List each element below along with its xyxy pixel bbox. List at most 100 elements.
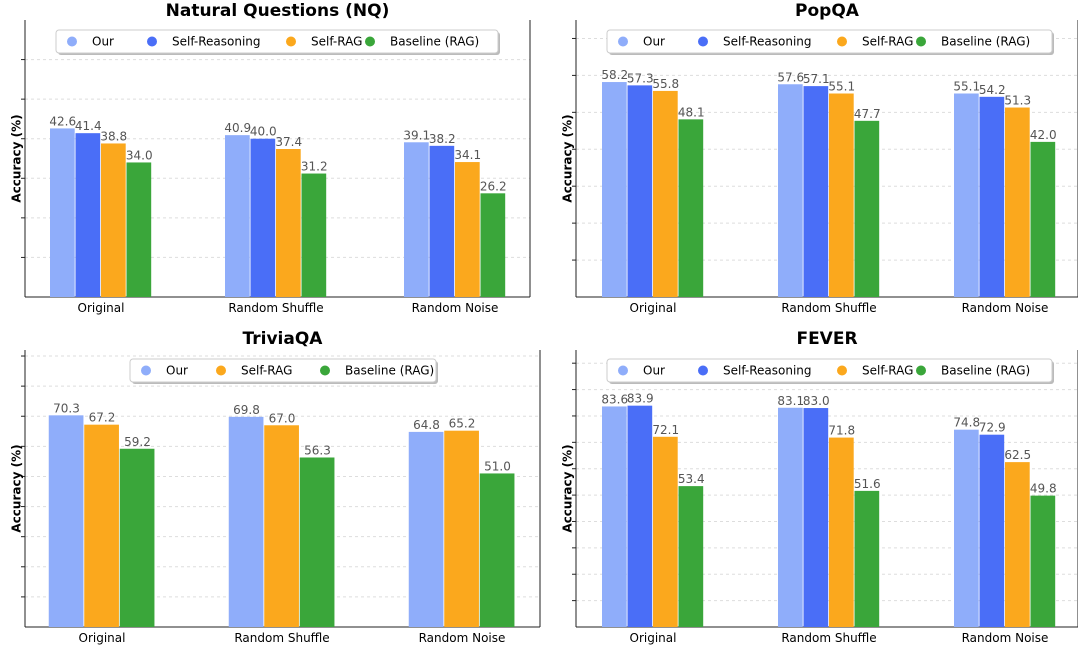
data-label: 83.9	[627, 392, 654, 406]
data-label: 51.3	[1004, 94, 1031, 108]
bar-self-rag	[653, 436, 678, 627]
chart-title: FEVER	[796, 329, 857, 349]
legend-label: Our	[643, 364, 665, 378]
legend: Our Self-Reasoning Self-RAG Baseline (RAG)	[606, 29, 1054, 55]
y-axis-label: Accuracy (%)	[561, 114, 575, 202]
data-label: 38.8	[100, 129, 127, 143]
bar-baseline-rag	[119, 448, 155, 627]
chart-panel-3: TriviaQA Accuracy (%) 70.3 67.2 59.2 Original…	[10, 329, 541, 645]
x-tick-label: Random Shuffle	[234, 631, 329, 645]
legend-marker	[320, 365, 330, 376]
bar-self-rag	[1005, 462, 1030, 627]
legend-label: Baseline (RAG)	[390, 35, 479, 49]
legend-box	[606, 358, 1053, 383]
legend-marker	[698, 36, 708, 47]
bar-baseline-rag	[301, 173, 327, 297]
legend-marker	[837, 36, 847, 47]
y-axis-label: Accuracy (%)	[10, 444, 24, 532]
data-label: 62.5	[1004, 448, 1031, 462]
legend-marker	[618, 36, 628, 47]
x-tick-label: Original	[630, 631, 677, 645]
legend-label: Self-Reasoning	[723, 364, 812, 378]
chart-title: PopQA	[795, 1, 860, 21]
legend-marker	[837, 365, 847, 376]
bar-baseline-rag	[678, 486, 704, 627]
data-label: 37.4	[275, 135, 302, 149]
data-label: 34.1	[454, 148, 481, 162]
bar-self-rag	[84, 424, 119, 627]
bar-self-rag	[264, 425, 299, 627]
bar-our	[778, 407, 803, 627]
legend-marker	[365, 36, 375, 47]
legend-marker	[618, 365, 628, 376]
legend-box	[606, 29, 1053, 54]
bar-baseline-rag	[299, 457, 335, 627]
x-tick-label: Random Noise	[962, 631, 1049, 645]
data-label: 72.1	[652, 423, 679, 437]
data-label: 71.8	[828, 424, 855, 438]
bar-our	[954, 429, 979, 627]
legend-marker	[698, 365, 708, 376]
legend-label: Baseline (RAG)	[345, 364, 434, 378]
data-label: 67.0	[269, 411, 296, 425]
data-label: 57.1	[803, 72, 830, 86]
legend-label: Self-RAG	[311, 35, 362, 49]
y-axis-label: Accuracy (%)	[561, 444, 575, 532]
legend: Our Self-Reasoning Self-RAG Baseline (RAG)	[55, 29, 500, 55]
data-label: 83.6	[601, 392, 628, 406]
chart-panel-2: PopQA Accuracy (%) 58.257.355.8 48.1 Origina…	[561, 1, 1078, 315]
data-label: 39.1	[403, 128, 430, 142]
bar-self-rag	[1005, 107, 1030, 297]
data-label: 69.8	[233, 403, 260, 417]
data-label: 49.8	[1030, 482, 1057, 496]
data-label: 65.2	[449, 417, 476, 431]
data-label: 40.9	[224, 121, 251, 135]
data-label: 83.0	[803, 394, 830, 408]
bar-our	[602, 406, 627, 627]
data-label: 42.0	[1030, 128, 1057, 142]
chart-panel-1: Natural Questions (NQ) Accuracy (%) 42.641…	[10, 1, 531, 315]
bar-self-reasoning	[75, 133, 101, 297]
bar-self-rag	[101, 143, 126, 297]
legend-marker	[141, 365, 151, 376]
bar-self-reasoning	[803, 408, 829, 627]
data-label: 55.1	[953, 79, 980, 93]
chart-panel-4: FEVER Accuracy (%) 83.683.9 72.1 53.4 Origina…	[561, 329, 1078, 645]
legend-label: Baseline (RAG)	[941, 364, 1030, 378]
bar-baseline-rag	[1030, 141, 1056, 297]
bar-self-reasoning	[250, 138, 276, 297]
x-tick-label: Random Noise	[962, 301, 1049, 315]
legend-label: Our	[643, 35, 665, 49]
data-label: 55.1	[828, 79, 855, 93]
bar-self-rag	[829, 437, 854, 627]
data-label: 56.3	[304, 443, 331, 457]
bar-our	[778, 84, 803, 297]
x-tick-label: Random Noise	[419, 631, 506, 645]
bar-self-reasoning	[803, 86, 829, 298]
legend-label: Self-RAG	[862, 35, 913, 49]
bar-our	[954, 93, 979, 297]
legend-label: Self-RAG	[241, 364, 292, 378]
data-label: 41.4	[75, 119, 102, 133]
bar-baseline-rag	[854, 490, 880, 627]
data-label: 54.2	[979, 83, 1006, 97]
bar-our	[228, 416, 264, 627]
bar-self-reasoning	[429, 145, 455, 297]
bar-baseline-rag	[1030, 495, 1056, 627]
bar-our	[404, 142, 429, 297]
x-tick-label: Original	[79, 631, 126, 645]
bar-self-rag	[829, 93, 854, 297]
bar-self-rag	[444, 430, 479, 627]
chart-title: Natural Questions (NQ)	[166, 1, 390, 21]
legend-label: Our	[166, 364, 188, 378]
bar-baseline-rag	[480, 193, 506, 297]
bar-self-reasoning	[979, 96, 1005, 297]
x-tick-label: Random Noise	[412, 301, 499, 315]
legend-box	[55, 29, 499, 54]
data-label: 34.0	[126, 148, 153, 162]
x-tick-label: Random Shuffle	[781, 301, 876, 315]
data-label: 57.3	[627, 71, 654, 85]
legend-label: Self-Reasoning	[172, 35, 261, 49]
legend-marker	[147, 36, 157, 47]
